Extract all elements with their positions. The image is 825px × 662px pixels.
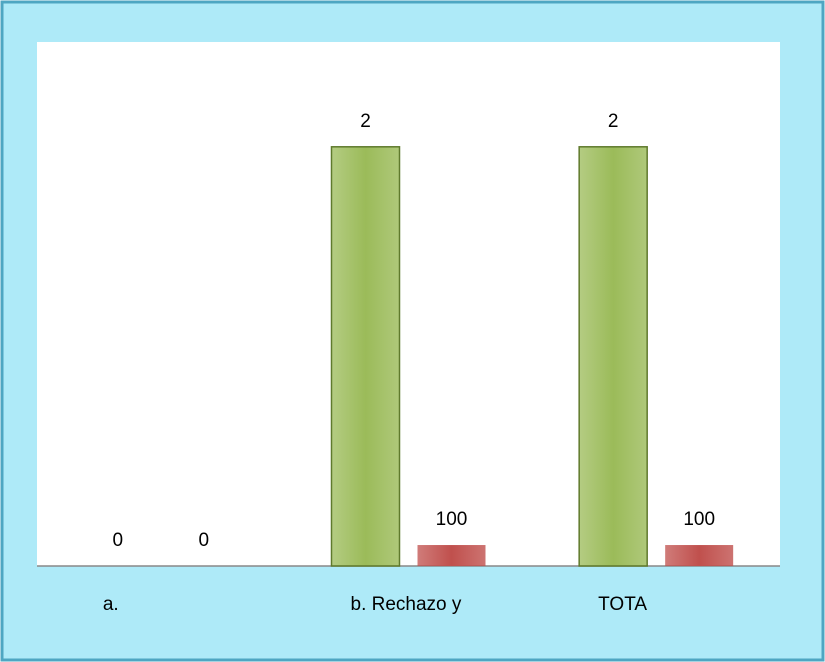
plot-area	[37, 42, 780, 566]
bar	[665, 545, 734, 566]
data-label: 0	[199, 530, 210, 551]
x-tick-label: b. Rechazo y	[350, 594, 462, 615]
x-tick-label: TOTA	[598, 594, 648, 615]
data-label: 2	[608, 111, 619, 132]
data-label: 0	[113, 530, 124, 551]
bar	[417, 545, 486, 566]
data-label: 100	[436, 509, 468, 530]
bar	[330, 146, 401, 567]
data-label: 2	[360, 111, 371, 132]
data-label: 100	[683, 509, 715, 530]
x-tick-label: a.	[102, 594, 119, 615]
bar	[578, 146, 648, 567]
